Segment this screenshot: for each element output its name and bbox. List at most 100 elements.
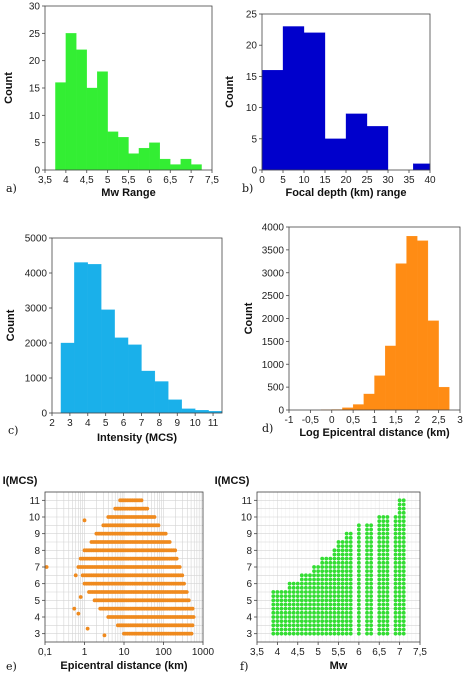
- point: [381, 631, 386, 636]
- point: [184, 590, 189, 594]
- bar: [74, 262, 88, 414]
- point: [320, 590, 325, 594]
- point: [295, 585, 300, 590]
- point: [316, 565, 321, 569]
- point: [275, 627, 280, 632]
- y-axis-label: I(MCS): [215, 475, 250, 487]
- bar: [366, 126, 389, 171]
- y-tick-label: 4000: [262, 223, 285, 234]
- point: [393, 573, 398, 578]
- point: [275, 606, 280, 611]
- bar: [180, 158, 192, 171]
- y-tick-label: 5000: [25, 234, 48, 245]
- point: [332, 623, 337, 628]
- y-tick-label: 7: [246, 563, 252, 574]
- point: [173, 548, 178, 553]
- point: [401, 523, 406, 528]
- point: [401, 560, 406, 565]
- point: [348, 569, 353, 574]
- point: [381, 623, 386, 628]
- point: [287, 610, 292, 615]
- x-tick-label: 0,5: [346, 415, 360, 426]
- point: [356, 581, 361, 586]
- point: [365, 527, 369, 532]
- point: [381, 535, 386, 540]
- point: [316, 623, 321, 628]
- point: [377, 531, 382, 536]
- point: [324, 590, 329, 594]
- point: [336, 594, 341, 599]
- point: [320, 594, 325, 599]
- point: [283, 631, 288, 636]
- point: [324, 631, 329, 636]
- point: [320, 577, 325, 582]
- point: [299, 573, 304, 578]
- point: [340, 623, 345, 628]
- point: [397, 540, 402, 544]
- point: [304, 610, 308, 615]
- x-tick-label: 0: [329, 415, 335, 426]
- point: [365, 552, 369, 557]
- point: [324, 594, 329, 599]
- point: [328, 569, 333, 574]
- x-tick-label: 25: [361, 175, 373, 186]
- point: [369, 594, 373, 599]
- point: [344, 535, 349, 540]
- point: [304, 623, 308, 628]
- point: [73, 573, 78, 578]
- point: [381, 531, 386, 536]
- bars: [261, 26, 431, 171]
- point: [271, 615, 276, 619]
- point: [336, 606, 341, 611]
- point: [397, 560, 402, 565]
- y-tick-label: 500: [267, 383, 284, 394]
- point: [279, 590, 284, 594]
- y-tick-label: 3: [34, 629, 40, 640]
- x-tick-label: 1000: [192, 647, 215, 658]
- point: [377, 585, 382, 590]
- x-tick-label: 3: [67, 418, 73, 429]
- point: [283, 602, 288, 607]
- point: [308, 581, 312, 586]
- point: [401, 502, 406, 507]
- point: [348, 590, 353, 594]
- point: [393, 560, 398, 565]
- point: [348, 631, 353, 636]
- x-tick-label: -1: [285, 415, 294, 426]
- point: [312, 602, 316, 607]
- point: [344, 556, 349, 561]
- bar: [107, 131, 119, 171]
- point: [385, 581, 390, 586]
- point: [401, 602, 406, 607]
- point: [344, 623, 349, 628]
- point: [401, 565, 406, 569]
- x-tick-label: 1,5: [389, 415, 403, 426]
- point: [316, 594, 321, 599]
- point: [332, 602, 337, 607]
- point: [320, 615, 325, 619]
- point: [177, 565, 182, 569]
- point: [369, 631, 373, 636]
- point: [328, 606, 333, 611]
- point: [312, 590, 316, 594]
- bar: [363, 393, 375, 411]
- point: [365, 610, 369, 615]
- point: [344, 565, 349, 569]
- point: [316, 615, 321, 619]
- point: [348, 565, 353, 569]
- bar: [406, 235, 418, 411]
- point: [381, 577, 386, 582]
- bar: [170, 164, 181, 171]
- point: [397, 623, 402, 628]
- point: [401, 615, 406, 619]
- point: [356, 577, 361, 582]
- point: [377, 619, 382, 624]
- x-tick-label: 10: [298, 175, 310, 186]
- point: [299, 623, 304, 628]
- y-tick-label: 20: [29, 56, 41, 67]
- point: [279, 627, 284, 632]
- point: [401, 535, 406, 540]
- point: [304, 602, 308, 607]
- bar: [141, 370, 156, 414]
- point: [299, 619, 304, 624]
